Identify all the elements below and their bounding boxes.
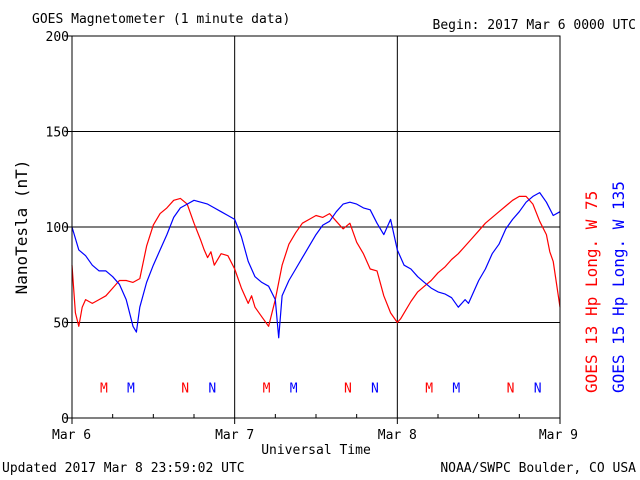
- legend-goes15: GOES 15 Hp Long. W 135: [609, 181, 628, 393]
- series-line-goes13: [71, 195, 561, 327]
- y-axis-ticks: 0 50 100 150 200: [46, 30, 72, 427]
- noon-marker: N: [344, 381, 352, 396]
- midnight-marker: M: [127, 381, 135, 396]
- y-tick-label: 50: [53, 317, 69, 332]
- x-tick-label: Mar 6: [52, 428, 91, 443]
- y-axis-label: NanoTesla (nT): [12, 160, 31, 295]
- midnight-marker: M: [263, 381, 271, 396]
- updated-timestamp: Updated 2017 Mar 8 23:59:02 UTC: [2, 461, 245, 476]
- y-tick-label: 0: [61, 412, 69, 427]
- plot-frame: [71, 35, 561, 419]
- x-tick-label: Mar 9: [539, 428, 578, 443]
- noon-marker: N: [371, 381, 379, 396]
- noon-marker: N: [534, 381, 542, 396]
- noon-marker: N: [208, 381, 216, 396]
- x-axis-ticks: Mar 6 Mar 7 Mar 8 Mar 9: [52, 414, 578, 443]
- noon-marker: N: [507, 381, 515, 396]
- x-tick-label: Mar 8: [378, 428, 417, 443]
- series-line-goes15: [71, 192, 561, 339]
- midnight-marker: M: [290, 381, 298, 396]
- begin-timestamp: Begin: 2017 Mar 6 0000 UTC: [433, 18, 637, 33]
- midnight-marker: M: [425, 381, 433, 396]
- y-tick-label: 150: [46, 126, 69, 141]
- noon-marker: N: [181, 381, 189, 396]
- y-tick-label: 200: [46, 30, 69, 45]
- x-axis-label: Universal Time: [261, 443, 371, 458]
- x-tick-label: Mar 7: [215, 428, 254, 443]
- grid: [72, 36, 560, 418]
- midnight-marker: M: [100, 381, 108, 396]
- legend-goes13: GOES 13 Hp Long. W 75: [582, 191, 601, 393]
- chart-title: GOES Magnetometer (1 minute data): [32, 12, 290, 27]
- midnight-marker: M: [452, 381, 460, 396]
- y-tick-label: 100: [46, 221, 69, 236]
- series-lines: [71, 192, 561, 339]
- source-credit: NOAA/SWPC Boulder, CO USA: [440, 461, 636, 476]
